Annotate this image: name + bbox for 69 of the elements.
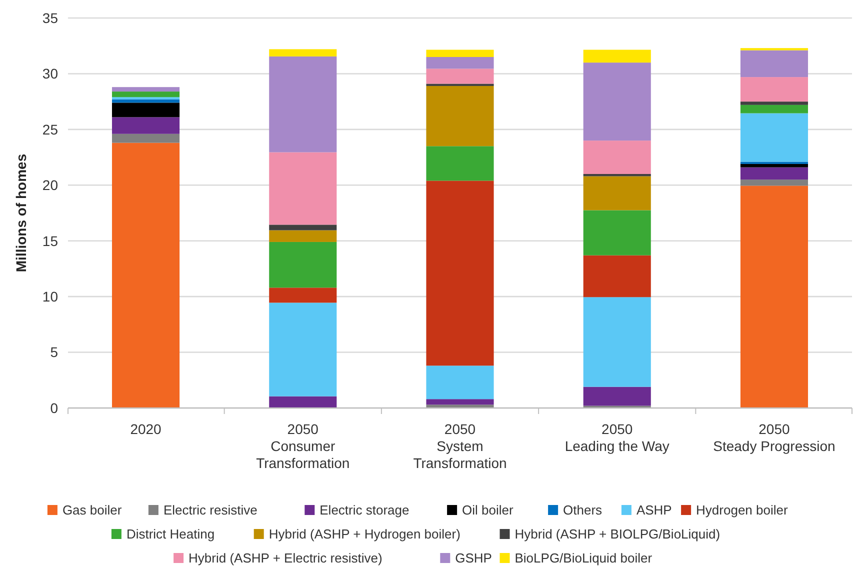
legend-label: Electric storage xyxy=(320,502,410,518)
bar xyxy=(112,142,180,408)
bar xyxy=(426,57,494,69)
bar xyxy=(269,56,337,152)
bar xyxy=(583,210,651,256)
bar xyxy=(740,186,808,408)
bar xyxy=(740,164,808,168)
bar xyxy=(583,255,651,298)
bar xyxy=(583,297,651,387)
bar xyxy=(583,140,651,174)
legend-label: Hybrid (ASHP + Electric resistive) xyxy=(188,550,382,566)
bar xyxy=(740,180,808,186)
y-axis-title: Millions of homes xyxy=(13,154,29,272)
bar xyxy=(740,113,808,162)
legend-label: Hybrid (ASHP + BIOLPG/BioLiquid) xyxy=(514,526,720,542)
y-tick-label: 20 xyxy=(42,177,58,194)
bar xyxy=(583,176,651,210)
y-tick-label: 10 xyxy=(42,288,58,304)
bar xyxy=(112,134,180,143)
bar xyxy=(426,146,494,181)
legend-label: Hybrid (ASHP + Hydrogen boiler) xyxy=(268,526,460,542)
bar xyxy=(426,50,494,57)
legend-label: Hydrogen boiler xyxy=(696,502,788,518)
y-tick-label: 25 xyxy=(42,121,58,138)
bar xyxy=(583,62,651,141)
bar xyxy=(269,242,337,288)
legend-label: Electric resistive xyxy=(163,502,258,518)
bar xyxy=(269,152,337,225)
bar xyxy=(583,50,651,63)
bar xyxy=(426,366,494,400)
x-tick-label: 2020 xyxy=(130,421,162,437)
legend-label: District Heating xyxy=(126,526,215,542)
bar xyxy=(740,104,808,114)
legend-label: Oil boiler xyxy=(462,502,514,518)
x-tick-label: 2050 Consumer Transformation xyxy=(256,421,350,471)
bar xyxy=(426,86,494,146)
bar xyxy=(740,50,808,78)
y-tick-label: 30 xyxy=(42,66,58,82)
legend-label: Gas boiler xyxy=(62,502,122,518)
bar xyxy=(426,180,494,366)
legend-label: ASHP xyxy=(636,502,672,518)
bar xyxy=(112,99,180,103)
y-tick-label: 15 xyxy=(42,232,58,249)
x-tick-label: 2050 Steady Progression xyxy=(713,421,836,454)
bar xyxy=(740,77,808,102)
bar xyxy=(426,68,494,84)
bar xyxy=(112,87,180,92)
x-tick-label: 2050 Leading the Way xyxy=(564,421,670,454)
bar xyxy=(583,386,651,406)
bar xyxy=(269,224,337,230)
bar xyxy=(269,288,337,303)
bar xyxy=(112,117,180,134)
legend-label: GSHP xyxy=(455,550,492,566)
bar xyxy=(269,396,337,408)
legend-label: BioLPG/BioLiquid boiler xyxy=(514,550,653,566)
bar xyxy=(112,92,180,98)
bar xyxy=(740,167,808,180)
bar xyxy=(269,49,337,56)
bar xyxy=(740,102,808,105)
y-tick-label: 0 xyxy=(50,400,58,416)
x-tick-label: 2050 System Transformation xyxy=(413,421,507,471)
legend-label: Others xyxy=(563,502,603,518)
bar xyxy=(426,399,494,405)
bar xyxy=(112,102,180,118)
y-tick-label: 35 xyxy=(42,10,58,26)
y-tick-label: 5 xyxy=(50,344,58,360)
bar xyxy=(269,302,337,396)
bar xyxy=(426,404,494,408)
bar xyxy=(269,230,337,242)
